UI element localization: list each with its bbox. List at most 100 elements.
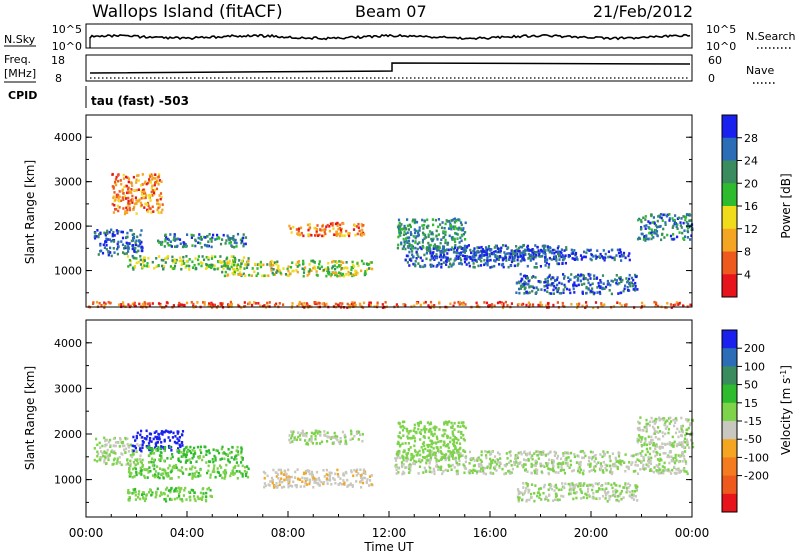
- data-cell: [668, 422, 671, 425]
- data-cell: [580, 491, 583, 495]
- data-cell: [97, 235, 100, 239]
- data-cell: [645, 224, 648, 227]
- data-cell: [134, 490, 137, 494]
- data-cell: [591, 287, 594, 290]
- data-cell: [205, 499, 208, 503]
- data-cell: [532, 249, 535, 252]
- data-cell: [240, 461, 243, 464]
- data-cell: [237, 263, 240, 266]
- data-cell: [470, 251, 473, 255]
- data-cell: [161, 203, 164, 206]
- data-cell: [287, 483, 290, 486]
- data-cell: [526, 244, 529, 248]
- data-cell: [490, 303, 494, 306]
- data-cell: [149, 181, 152, 184]
- data-cell: [439, 223, 442, 226]
- data-cell: [613, 278, 617, 281]
- data-cell: [184, 461, 187, 464]
- data-cell: [294, 470, 297, 474]
- data-cell: [456, 237, 459, 240]
- data-cell: [442, 230, 445, 233]
- data-cell: [578, 302, 581, 306]
- data-cell: [247, 259, 250, 263]
- data-cell: [503, 472, 506, 476]
- data-cell: [523, 287, 526, 291]
- data-cell: [173, 440, 176, 444]
- data-cell: [125, 206, 128, 210]
- data-cell: [225, 239, 228, 242]
- data-cell: [408, 244, 411, 248]
- data-cell: [270, 267, 273, 270]
- data-cell: [547, 471, 550, 475]
- data-cell: [125, 241, 128, 245]
- data-cell: [671, 444, 675, 448]
- data-cell: [131, 302, 134, 306]
- data-cell: [232, 260, 235, 264]
- data-cell: [227, 236, 230, 239]
- data-cell: [472, 252, 475, 256]
- data-cell: [683, 455, 686, 458]
- data-cell: [477, 463, 480, 466]
- data-cell: [194, 475, 197, 479]
- data-cell: [126, 235, 129, 239]
- data-cell: [570, 487, 573, 491]
- data-cell: [402, 245, 405, 248]
- data-cell: [436, 238, 439, 241]
- data-cell: [529, 254, 532, 257]
- data-cell: [401, 442, 404, 445]
- data-cell: [510, 471, 513, 474]
- data-cell: [472, 468, 475, 472]
- data-cell: [674, 456, 677, 459]
- data-cell: [222, 264, 226, 268]
- power-marks: [87, 172, 694, 310]
- data-cell: [656, 465, 659, 468]
- data-cell: [689, 219, 692, 222]
- data-cell: [463, 255, 466, 258]
- data-cell: [145, 429, 148, 433]
- data-cell: [466, 245, 469, 248]
- data-cell: [141, 464, 144, 467]
- data-cell: [118, 303, 121, 306]
- data-cell: [301, 480, 304, 483]
- data-cell: [560, 248, 563, 251]
- data-cell: [553, 252, 556, 255]
- data-cell: [411, 219, 414, 223]
- data-cell: [148, 432, 151, 435]
- data-cell: [527, 491, 530, 494]
- data-cell: [575, 496, 578, 500]
- data-cell: [289, 265, 293, 269]
- data-cell: [160, 432, 163, 435]
- data-cell: [115, 208, 118, 211]
- data-cell: [589, 464, 592, 468]
- data-cell: [212, 460, 215, 464]
- data-cell: [464, 467, 468, 470]
- data-cell: [140, 461, 143, 465]
- data-cell: [212, 304, 216, 307]
- data-cell: [427, 235, 430, 239]
- data-cell: [211, 470, 214, 474]
- data-cell: [137, 249, 140, 253]
- data-cell: [650, 456, 653, 460]
- data-cell: [460, 262, 463, 266]
- data-cell: [413, 449, 417, 452]
- data-cell: [547, 452, 550, 456]
- data-cell: [296, 304, 299, 308]
- data-cell: [640, 440, 643, 444]
- data-cell: [427, 241, 430, 245]
- data-cell: [517, 498, 520, 501]
- data-cell: [254, 262, 257, 266]
- data-cell: [157, 206, 160, 210]
- data-cell: [204, 445, 207, 449]
- data-cell: [158, 494, 162, 498]
- data-cell: [454, 225, 457, 228]
- data-cell: [127, 246, 130, 249]
- data-cell: [468, 471, 471, 475]
- data-cell: [276, 473, 280, 476]
- data-cell: [244, 263, 247, 266]
- data-cell: [115, 195, 118, 199]
- data-cell: [128, 468, 131, 471]
- data-cell: [348, 304, 351, 307]
- data-cell: [672, 418, 675, 422]
- data-cell: [128, 206, 131, 210]
